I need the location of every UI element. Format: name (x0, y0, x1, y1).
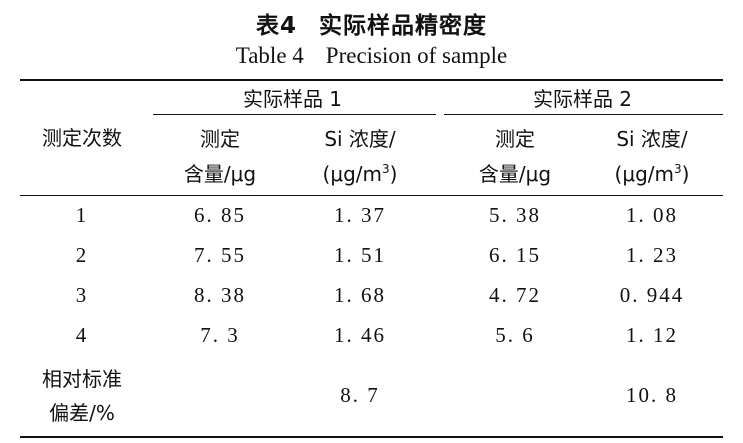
conc-unit-prefix: (μg/m (322, 162, 382, 186)
header-row-label: 测定次数 (42, 126, 122, 150)
cell-content-1: 6. 85 (194, 203, 246, 227)
cell-content-2: 5. 6 (495, 323, 535, 347)
caption-en-label: Table 4 (235, 43, 304, 68)
row-index: 4 (75, 323, 89, 347)
subheader-content-2-line1: 测定 (495, 127, 535, 151)
subheader-content-2-line2: 含量/μg (478, 162, 552, 186)
group-2-underline (444, 114, 723, 115)
conc-unit-suffix: ) (681, 162, 690, 186)
cell-conc-2: 1. 23 (626, 243, 678, 267)
row-index: 2 (75, 243, 89, 267)
caption-en-title: Precision of sample (325, 43, 508, 68)
subheader-conc-1-line2: (μg/m3) (290, 157, 430, 191)
caption-english: Table 4 Precision of sample (0, 43, 743, 69)
cell-conc-1: 1. 37 (334, 203, 386, 227)
subheader-content-1-line1: 测定 (200, 127, 240, 151)
cell-content-1: 7. 3 (200, 323, 240, 347)
cell-content-2: 5. 38 (489, 203, 541, 227)
rsd-value-1: 8. 7 (340, 383, 380, 407)
cell-conc-1: 1. 51 (334, 243, 386, 267)
subheader-conc-2-line2: (μg/m3) (582, 157, 722, 191)
caption-cn-label: 表4 (255, 13, 297, 39)
caption-chinese: 表4 实际样品精密度 (0, 6, 743, 40)
cell-content-1: 7. 55 (194, 243, 246, 267)
row-index: 3 (75, 283, 89, 307)
subheader-conc-1-line1: Si 浓度/ (324, 127, 396, 151)
row-index: 1 (75, 203, 89, 227)
caption-cn-title: 实际样品精密度 (319, 13, 487, 39)
cell-conc-2: 1. 08 (626, 203, 678, 227)
top-rule (20, 79, 723, 81)
header-group-2: 实际样品 2 (532, 87, 633, 111)
cell-conc-2: 1. 12 (626, 323, 678, 347)
cell-content-2: 6. 15 (489, 243, 541, 267)
subheader-conc-2-line1: Si 浓度/ (616, 127, 688, 151)
conc-unit-sup: 3 (382, 162, 390, 176)
group-1-underline (153, 114, 436, 115)
cell-conc-2: 0. 944 (619, 283, 685, 307)
conc-unit-suffix: ) (389, 162, 398, 186)
bottom-rule (20, 436, 723, 438)
cell-conc-1: 1. 46 (334, 323, 386, 347)
cell-content-2: 4. 72 (489, 283, 541, 307)
subheader-content-1-line2: 含量/μg (183, 162, 257, 186)
rsd-value-2: 10. 8 (626, 383, 678, 407)
cell-content-1: 8. 38 (194, 283, 246, 307)
conc-unit-sup: 3 (674, 162, 682, 176)
header-bottom-rule (20, 195, 723, 196)
header-group-1: 实际样品 1 (242, 87, 343, 111)
conc-unit-prefix: (μg/m (614, 162, 674, 186)
cell-conc-1: 1. 68 (334, 283, 386, 307)
rsd-label-line2: 偏差/% (49, 401, 115, 425)
rsd-label-line1: 相对标准 (42, 367, 122, 391)
